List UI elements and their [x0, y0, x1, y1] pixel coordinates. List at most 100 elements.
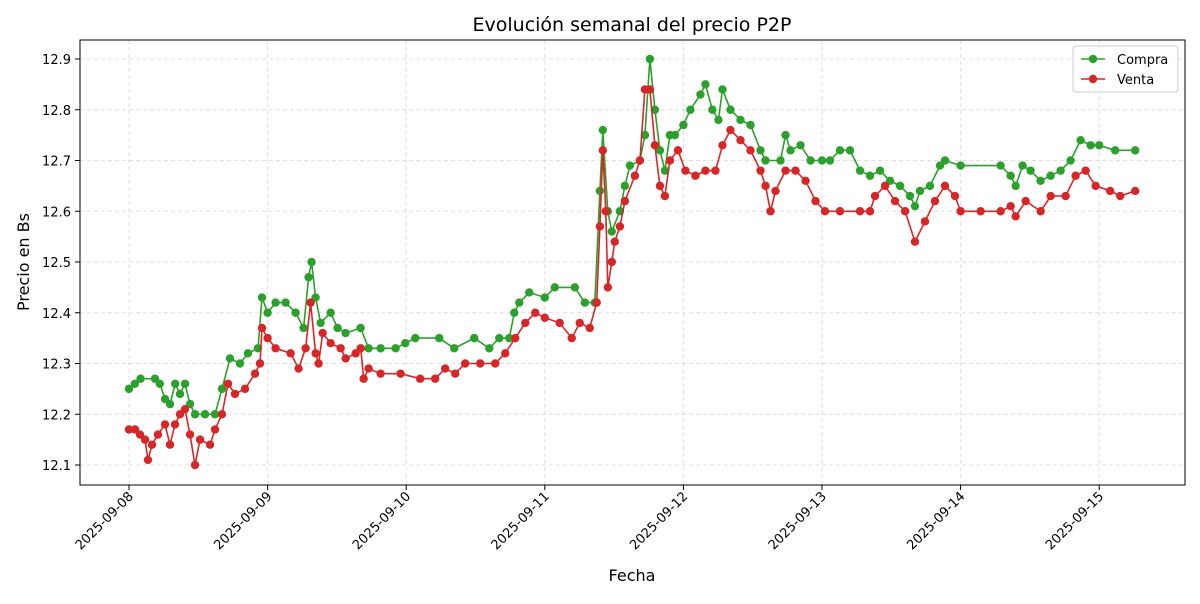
series-line	[129, 88, 1136, 466]
data-point	[598, 146, 608, 155]
data-point	[318, 328, 327, 338]
data-point	[210, 410, 220, 419]
data-point	[635, 156, 645, 165]
data-point	[686, 105, 695, 114]
data-point	[170, 420, 180, 429]
data-point	[200, 410, 210, 419]
data-point	[364, 364, 373, 373]
data-point	[691, 171, 700, 180]
data-point	[746, 146, 755, 155]
data-point	[291, 308, 300, 317]
data-point	[781, 130, 790, 140]
data-point	[736, 115, 745, 125]
data-point	[1046, 171, 1055, 180]
data-point	[930, 196, 940, 206]
legend-marker	[1088, 74, 1098, 84]
data-point	[776, 156, 785, 165]
data-point	[771, 186, 780, 196]
data-point	[257, 323, 267, 333]
data-point	[575, 318, 584, 328]
data-point	[585, 323, 594, 333]
y-axis: 12.1 12.2 12.3 12.4 12.5 12.6 12.7 12.8 12.9	[42, 53, 80, 474]
data-point	[756, 146, 765, 155]
data-point	[811, 196, 820, 206]
legend-marker	[1088, 54, 1098, 64]
data-point	[786, 146, 795, 155]
data-point	[607, 227, 616, 236]
data-point	[996, 207, 1005, 216]
data-point	[1046, 191, 1055, 201]
data-point	[796, 141, 805, 150]
data-point	[956, 161, 965, 170]
data-point	[650, 141, 660, 150]
data-point	[736, 136, 745, 145]
data-point	[1018, 161, 1027, 170]
x-tick-label: 2025-09-15	[1043, 489, 1107, 553]
y-tick-label: 12.7	[42, 155, 71, 170]
data-point	[1071, 171, 1080, 180]
data-point	[950, 191, 960, 201]
data-point	[1086, 141, 1095, 150]
data-point	[501, 349, 510, 358]
data-point	[711, 166, 720, 175]
data-point	[1056, 166, 1065, 175]
data-point	[376, 369, 385, 378]
data-point	[140, 435, 150, 444]
data-point	[1130, 146, 1140, 155]
data-point	[1061, 191, 1070, 201]
data-point	[781, 166, 790, 175]
data-point	[791, 166, 800, 175]
data-point	[835, 146, 845, 155]
data-point	[1105, 186, 1115, 196]
data-point	[714, 115, 723, 125]
x-axis-label: Fecha	[609, 566, 656, 585]
data-point	[243, 349, 253, 358]
data-point	[801, 176, 810, 185]
x-axis: 2025-09-08 2025-09-09 2025-09-10 2025-09-11…	[73, 485, 1107, 553]
data-point	[1110, 146, 1120, 155]
data-point	[660, 166, 670, 175]
data-point	[718, 85, 727, 94]
data-point	[900, 207, 910, 216]
data-point	[495, 333, 504, 343]
data-point	[430, 374, 440, 383]
data-point	[210, 425, 220, 434]
legend-label: Venta	[1117, 73, 1154, 88]
data-point	[440, 364, 450, 373]
y-tick-label: 12.4	[42, 307, 71, 322]
data-point	[190, 460, 200, 470]
data-point	[255, 359, 265, 368]
data-point	[250, 369, 260, 378]
data-point	[160, 420, 170, 429]
data-point	[531, 308, 540, 317]
data-point	[257, 293, 267, 302]
data-point	[880, 181, 890, 191]
data-point	[806, 156, 815, 165]
data-point	[845, 146, 855, 155]
data-point	[996, 161, 1005, 170]
data-point	[396, 369, 405, 378]
data-point	[263, 308, 272, 317]
data-point	[124, 384, 134, 394]
data-point	[820, 207, 830, 216]
y-tick-label: 12.3	[42, 358, 71, 373]
data-point	[356, 344, 365, 353]
data-point	[592, 298, 601, 307]
data-point	[1081, 166, 1090, 175]
data-point	[890, 196, 900, 206]
data-point	[630, 171, 640, 180]
data-point	[341, 328, 350, 338]
data-point	[341, 354, 350, 363]
data-point	[205, 440, 215, 449]
data-point	[756, 166, 765, 175]
data-point	[1036, 176, 1045, 185]
data-point	[165, 440, 175, 449]
data-point	[1076, 136, 1085, 145]
data-point	[726, 105, 735, 114]
data-point	[307, 257, 316, 267]
data-point	[625, 161, 635, 170]
data-point	[679, 120, 688, 130]
data-point	[306, 298, 315, 307]
x-tick-label: 2025-09-10	[350, 489, 414, 553]
